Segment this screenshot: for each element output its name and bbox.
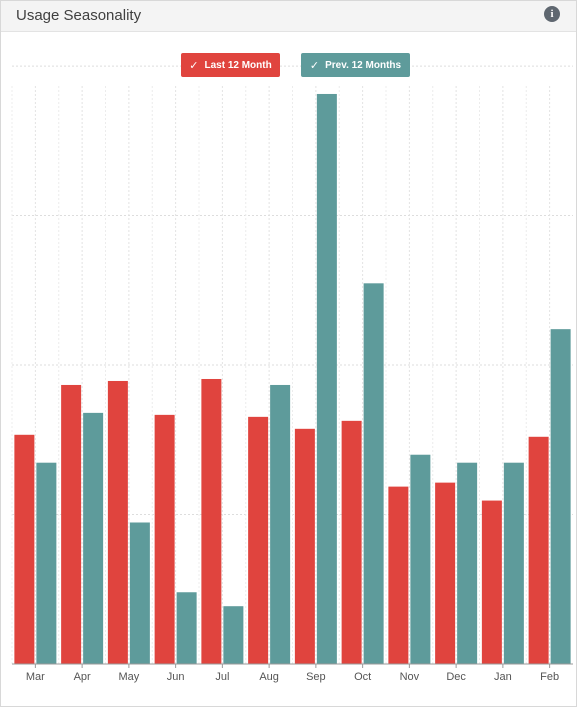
bar-prev-12-months [503, 462, 524, 664]
x-tick-label: Feb [540, 671, 559, 683]
bar-prev-12-months [550, 329, 571, 664]
panel-title: Usage Seasonality [16, 7, 142, 24]
bar-prev-12-months [363, 283, 384, 664]
legend-label: Prev. 12 Months [325, 59, 402, 71]
x-tick-label: Jan [494, 671, 512, 683]
legend-item-prev-12-months[interactable]: ✓ Prev. 12 Months [301, 53, 410, 77]
bar-last-12-months [528, 436, 549, 664]
bar-last-12-months [14, 434, 35, 664]
x-tick-label: Aug [259, 671, 279, 683]
check-icon: ✓ [309, 59, 320, 72]
bar-last-12-months [481, 500, 502, 664]
x-tick-label: May [118, 671, 139, 683]
chart-legend: ✓ Last 12 Month ✓ Prev. 12 Months [1, 53, 576, 77]
bar-last-12-months [435, 482, 456, 664]
legend-label: Last 12 Month [204, 59, 272, 71]
bar-last-12-months [61, 384, 82, 664]
x-tick-label: Apr [74, 671, 91, 683]
bar-prev-12-months [270, 384, 291, 664]
bar-prev-12-months [457, 462, 478, 664]
bar-prev-12-months [223, 606, 244, 664]
bar-last-12-months [294, 428, 315, 664]
bar-last-12-months [248, 416, 269, 664]
panel-header: Usage Seasonality i [1, 1, 576, 32]
x-tick-label: Dec [446, 671, 466, 683]
info-circle-icon[interactable]: i [544, 6, 560, 22]
bar-last-12-months [388, 486, 409, 664]
legend-item-last-12-months[interactable]: ✓ Last 12 Month [181, 53, 280, 77]
bar-last-12-months [107, 380, 128, 664]
bar-prev-12-months [410, 454, 431, 664]
x-tick-label: Jul [215, 671, 229, 683]
x-tick-label: Nov [400, 671, 420, 683]
x-tick-label: Jun [167, 671, 185, 683]
x-tick-label: Sep [306, 671, 326, 683]
bar-last-12-months [201, 378, 222, 664]
x-tick-label: Oct [354, 671, 371, 683]
bar-prev-12-months [36, 462, 57, 664]
x-tick-label: Mar [26, 671, 45, 683]
bar-last-12-months [341, 420, 362, 664]
bar-prev-12-months [176, 592, 197, 664]
bar-last-12-months [154, 414, 175, 664]
check-icon: ✓ [189, 59, 199, 72]
bar-prev-12-months [316, 93, 337, 664]
bar-prev-12-months [129, 522, 150, 664]
bar-prev-12-months [83, 412, 104, 664]
